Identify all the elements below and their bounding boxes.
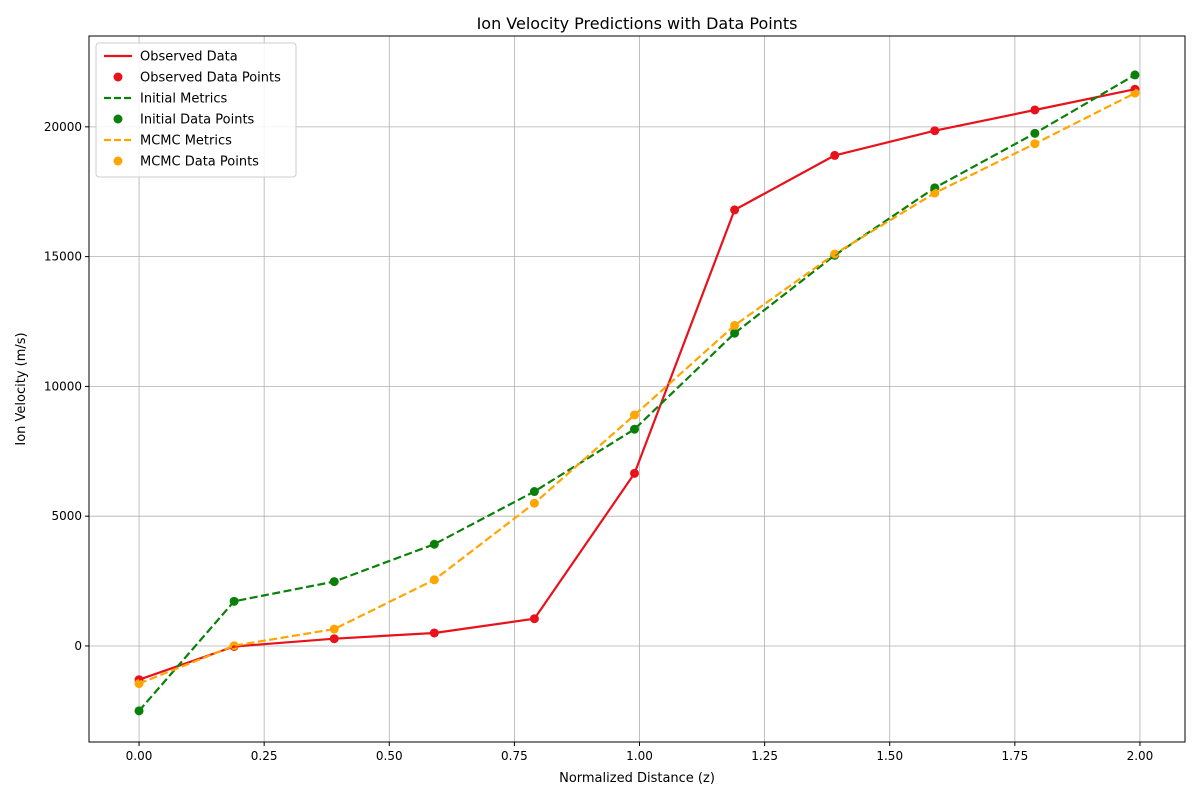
legend-mcmc-point-swatch [113,156,123,166]
legend-mcmc-line-label: MCMC Metrics [140,134,232,149]
legend-observed-line-label: Observed Data [140,50,238,65]
initial-line [138,73,1136,712]
x-axis-label: Normalized Distance (z) [559,771,715,786]
series-layer [134,70,1140,716]
y-tick-label: 5000 [51,509,82,523]
x-tick-label: 1.25 [751,749,778,763]
y-tick-label: 15000 [44,250,82,264]
legend-initial-point-label: Initial Data Points [140,113,255,128]
observed-line [138,88,1136,681]
mcmc-data-point [329,624,339,634]
x-tick-label: 2.00 [1127,749,1154,763]
x-tick-label: 1.75 [1001,749,1028,763]
legend-initial-point-swatch [113,114,123,124]
legend-observed-point-label: Observed Data Points [140,71,281,86]
y-tick-label: 10000 [44,379,82,393]
y-tick-label: 0 [74,639,82,653]
legend-box [95,42,297,178]
ticks: 0.00 0.25 0.50 0.75 1.00 1.25 1.50 1.75 2.00 0 500… [44,120,1154,763]
grid [89,36,1185,742]
y-axis-label: Ion Velocity (m/s) [14,332,29,445]
x-tick-label: 0.75 [501,749,528,763]
legend-observed-point-swatch [113,72,123,82]
x-tick-label: 0.25 [251,749,278,763]
x-tick-label: 1.00 [626,749,653,763]
plot-frame [88,35,1186,743]
y-tick-label: 20000 [44,120,82,134]
x-tick-label: 0.00 [126,749,153,763]
mcmc-line [138,92,1136,685]
x-tick-label: 0.50 [376,749,403,763]
legend-initial-line-label: Initial Metrics [140,92,228,107]
x-tick-label: 1.50 [876,749,903,763]
legend: Observed Data Observed Data Points Initial… [95,42,297,178]
chart-title: Ion Velocity Predictions with Data Point… [477,14,798,33]
legend-mcmc-point-label: MCMC Data Points [140,155,259,170]
